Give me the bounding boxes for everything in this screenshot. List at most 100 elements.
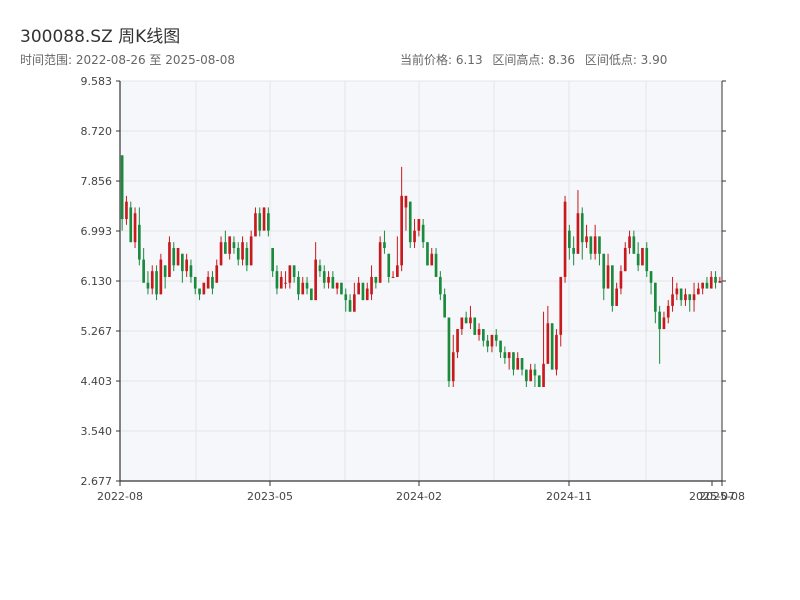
candle-body: [150, 271, 154, 289]
candle-body: [658, 311, 661, 330]
candle-body: [705, 282, 709, 289]
candle-body: [159, 259, 163, 295]
candle-body: [709, 276, 713, 289]
candle-body: [602, 253, 606, 289]
candle-body: [593, 236, 597, 254]
candle-body: [181, 253, 184, 272]
range-low: 区间低点: 3.90: [584, 53, 668, 67]
candle-body: [619, 271, 623, 289]
candle-body: [297, 276, 300, 295]
candle-body: [417, 219, 421, 231]
y-tick-label: 2.677: [81, 475, 113, 488]
candle-body: [563, 201, 567, 277]
candle-body: [641, 247, 644, 266]
candle-body: [615, 288, 618, 306]
y-tick-label: 6.993: [81, 225, 113, 238]
candle-body: [185, 259, 188, 272]
candle-body: [473, 317, 477, 335]
candle-body: [125, 201, 128, 220]
candle-body: [267, 213, 270, 231]
candle-body: [310, 288, 313, 301]
candle-body: [146, 282, 150, 289]
candle-body: [142, 259, 145, 283]
candle-body: [443, 294, 446, 318]
candle-body: [219, 242, 223, 266]
candle-body: [301, 282, 305, 295]
x-tick-label: 2025-07: [689, 490, 735, 503]
candle-body: [718, 281, 722, 283]
candle-body: [254, 213, 257, 237]
candle-body: [361, 282, 365, 301]
candle-body: [486, 340, 489, 347]
candle-body: [215, 265, 219, 283]
candle-body: [421, 224, 425, 243]
y-tick-label: 3.540: [81, 425, 113, 438]
candle-body: [404, 195, 408, 208]
candle-body: [400, 195, 403, 266]
candle-body: [245, 247, 249, 266]
candle-body: [370, 276, 373, 295]
candle-body: [598, 236, 601, 254]
candle-body: [679, 288, 683, 301]
candle-body: [636, 253, 640, 266]
candle-body: [503, 352, 507, 359]
candle-body: [499, 340, 502, 353]
candle-body: [692, 294, 696, 301]
candle-body: [589, 236, 593, 254]
candle-body: [426, 242, 429, 266]
candle-body: [512, 352, 515, 370]
candle-body: [172, 247, 176, 266]
candle-body: [555, 334, 558, 370]
candles: [120, 155, 722, 387]
candle-body: [155, 271, 158, 295]
candle-body: [198, 288, 201, 295]
candle-body: [585, 236, 588, 243]
candle-body: [262, 207, 266, 231]
candle-body: [258, 213, 262, 231]
candle-body: [559, 276, 563, 335]
candle-body: [353, 294, 356, 312]
candle-body: [675, 288, 679, 295]
candle-body: [606, 265, 610, 289]
candle-body: [322, 271, 326, 283]
candle-body: [482, 329, 485, 341]
candle-body: [232, 242, 236, 248]
candle-body: [447, 317, 451, 382]
candle-body: [284, 282, 287, 284]
candle-body: [378, 242, 382, 283]
candle-body: [568, 230, 571, 248]
x-tick-label: 2023-05: [247, 490, 293, 503]
axes: 9.583 8.720 7.856 6.993 6.130 5.267 4.403 3.540…: [81, 75, 745, 503]
candle-body: [490, 334, 494, 347]
current-price: 当前价格: 6.13: [400, 53, 483, 67]
x-tick-label: 2025-08: [699, 490, 745, 503]
price-stats: 当前价格: 6.13 区间高点: 8.36 区间低点: 3.90: [400, 51, 673, 68]
candle-body: [516, 358, 520, 370]
candle-body: [537, 375, 541, 387]
candle-body: [387, 253, 391, 277]
candle-body: [451, 352, 455, 382]
candle-body: [671, 294, 674, 306]
candle-body: [365, 288, 369, 301]
x-tick-label: 2024-11: [546, 490, 592, 503]
candle-body: [666, 305, 670, 318]
candle-body: [464, 317, 468, 324]
candle-body: [305, 282, 309, 289]
y-tick-label: 9.583: [81, 75, 113, 88]
candle-body: [314, 259, 317, 301]
candle-body: [576, 213, 580, 254]
candle-body: [129, 207, 133, 243]
candle-body: [623, 247, 627, 272]
candle-body: [340, 282, 343, 295]
candle-body: [701, 282, 704, 289]
candle-body: [348, 300, 352, 312]
candle-body: [331, 276, 335, 289]
candle-body: [288, 265, 292, 283]
candle-body: [529, 369, 532, 382]
chart-title: 300088.SZ 周K线图: [20, 27, 181, 47]
x-tick-label: 2024-02: [396, 490, 442, 503]
candle-body: [168, 242, 171, 277]
candle-body: [236, 247, 240, 260]
range-high: 区间高点: 8.36: [492, 53, 575, 67]
candle-body: [224, 242, 227, 254]
